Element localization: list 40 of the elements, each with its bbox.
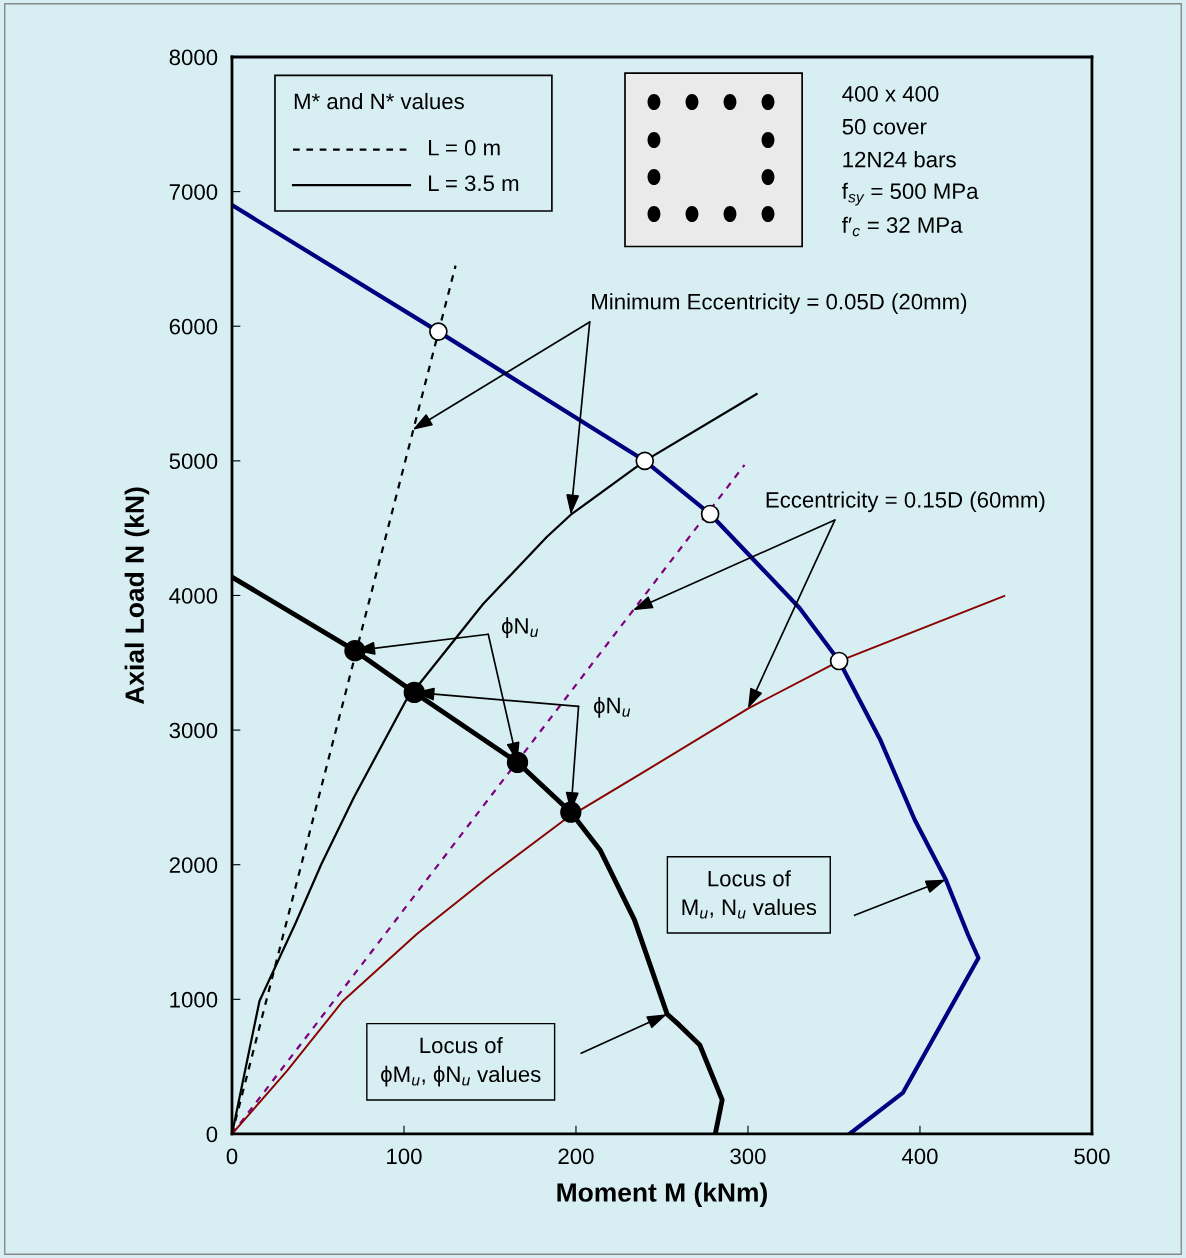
annotation: 50 cover [842,118,927,135]
x-tick-label: 200 [558,1148,594,1165]
annotation: Locus of ϕM$_{u}$, ϕN$_{u}$ values [381,1036,541,1087]
line-series [231,595,1006,1134]
annotation: Locus of M$_{u}$, N$_{u}$ values [682,870,817,919]
annotation: f$_{sy}$ = 500 MPa [842,182,979,206]
annotation: M* and N* values [294,92,464,110]
y-tick-label: 5000 [169,453,218,470]
point [429,322,448,341]
annotation: Eccentricity = 0.15D (60mm) [766,491,1045,513]
annotation: L = 3.5 m [429,175,519,192]
x-tick-label: 400 [901,1148,938,1165]
annotation: Minimum Eccentricity = 0.05D (20mm) [592,293,967,314]
y-tick-label: 6000 [169,318,218,335]
y-tick-label: 7000 [169,184,218,200]
annotation: L = 0 m [429,139,500,156]
y-tick-label: 4000 [169,588,218,604]
point [403,681,425,704]
point [829,651,849,671]
x-tick-label: 300 [730,1148,766,1165]
annotation: 12N24 bars [843,151,956,168]
y-tick-label: 2000 [169,857,218,873]
point [700,504,720,524]
annotation: 400 x 400 [842,85,939,102]
y-axis-title: Axial Load N (kN) [124,487,150,705]
y-tick-label: 8000 [169,49,218,66]
annotation: ϕN$_{u}$ [593,697,631,718]
x-tick-label: 0 [226,1148,238,1165]
annotation: f′$_{c}$ = 32 MPa [842,216,963,237]
y-tick-label: 3000 [169,722,218,739]
x-tick-label: 100 [387,1148,422,1165]
annotation: ϕN$_{u}$ [501,617,539,639]
point [344,640,366,662]
point [560,801,582,823]
point [635,451,655,471]
y-tick-label: 1000 [170,991,218,1008]
x-tick-label: 500 [1074,1148,1110,1165]
x-axis-title: Moment M (kNm) [557,1182,767,1208]
y-tick-label: 0 [206,1126,218,1143]
point [506,751,529,774]
